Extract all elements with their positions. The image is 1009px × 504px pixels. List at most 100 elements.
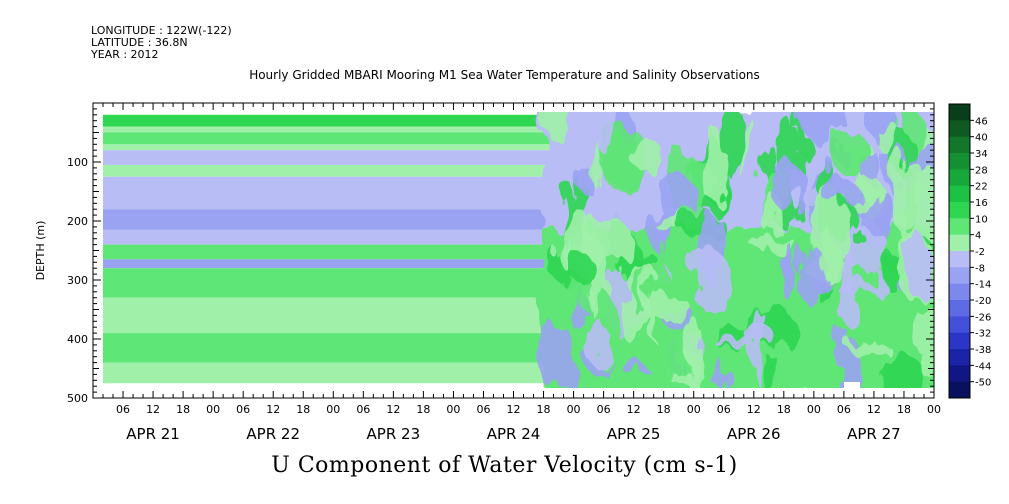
velocity-patch — [700, 126, 727, 202]
depth-band — [102, 164, 554, 177]
depth-band — [102, 150, 554, 165]
velocity-patch — [595, 116, 619, 155]
y-tick-label: 200 — [67, 215, 88, 228]
x-hour-label: 00 — [687, 403, 701, 416]
x-hour-label: 18 — [296, 403, 310, 416]
velocity-patch — [765, 353, 778, 390]
colorbar-label: 28 — [975, 165, 988, 176]
colorbar-swatch — [949, 169, 970, 187]
colorbar-swatch — [949, 218, 970, 236]
x-hour-label: 06 — [476, 403, 490, 416]
colorbar-swatch — [949, 316, 970, 334]
colorbar-swatch — [949, 104, 970, 121]
velocity-patch — [653, 317, 663, 346]
x-hour-label: 06 — [717, 403, 731, 416]
velocity-patch — [715, 360, 728, 390]
velocity-patch — [621, 288, 651, 348]
colorbar-swatch — [949, 349, 970, 366]
depth-band — [102, 259, 554, 269]
y-tick-label: 400 — [67, 333, 88, 346]
x-hour-label: 12 — [507, 403, 521, 416]
depth-band — [102, 114, 554, 127]
x-hour-label: 00 — [807, 403, 821, 416]
colorbar-label: -2 — [975, 247, 985, 258]
x-hour-label: 06 — [837, 403, 851, 416]
x-hour-label: 00 — [927, 403, 941, 416]
velocity-patch — [773, 160, 803, 213]
colorbar-label: -38 — [975, 345, 991, 356]
velocity-patch — [546, 112, 574, 144]
velocity-patch — [872, 268, 886, 298]
year-label: YEAR : 2012 — [91, 48, 159, 61]
velocity-patch — [622, 360, 646, 376]
velocity-patch — [653, 174, 696, 216]
velocity-patch — [604, 193, 644, 224]
velocity-patch — [631, 258, 640, 314]
colorbar-swatch — [949, 283, 970, 301]
velocity-patch — [847, 340, 890, 355]
velocity-patch — [537, 324, 577, 390]
colorbar-swatch — [949, 153, 970, 170]
plot-area — [102, 112, 934, 398]
colorbar-label: 34 — [975, 149, 988, 160]
y-axis-label: DEPTH (m) — [34, 221, 47, 281]
velocity-patch — [879, 121, 901, 158]
longitude-label: LONGITUDE : 122W(-122) — [91, 24, 232, 37]
data-gap — [844, 382, 860, 390]
x-day-label: APR 21 — [126, 425, 180, 443]
velocity-patch — [684, 318, 705, 390]
x-hour-label: 18 — [657, 403, 671, 416]
colorbar-label: -44 — [975, 361, 991, 372]
x-hour-label: 12 — [146, 403, 160, 416]
x-hour-label: 18 — [176, 403, 190, 416]
colorbar-label: -32 — [975, 329, 991, 340]
x-hour-label: 12 — [386, 403, 400, 416]
velocity-patch — [716, 339, 759, 352]
x-day-label: APR 24 — [487, 425, 541, 443]
x-hour-label: 00 — [206, 403, 220, 416]
colorbar-label: -20 — [975, 296, 991, 307]
colorbar-swatch — [949, 300, 970, 317]
velocity-patch — [892, 156, 924, 230]
x-hour-label: 18 — [416, 403, 430, 416]
x-day-label: APR 26 — [727, 425, 781, 443]
velocity-patch — [882, 253, 902, 292]
x-hour-label: 00 — [326, 403, 340, 416]
colorbar: 46 40 34 28 22 16 10 4 -2 -8 -14 -20 -26 -32 -38 -44 -50 — [948, 103, 991, 399]
chart-subtitle: U Component of Water Velocity (cm s-1) — [271, 453, 738, 478]
colorbar-label: 40 — [975, 133, 988, 144]
chart-title: Hourly Gridded MBARI Mooring M1 Sea Wate… — [249, 68, 760, 82]
velocity-patch — [724, 112, 741, 180]
colorbar-swatch — [949, 136, 970, 154]
velocity-patch — [585, 216, 630, 260]
velocity-patch-texture — [537, 112, 934, 390]
velocity-patch — [855, 232, 867, 248]
velocity-patch — [798, 184, 818, 202]
x-hour-label: 12 — [627, 403, 641, 416]
velocity-patch — [590, 138, 602, 189]
depth-band — [102, 144, 554, 151]
velocity-patch — [567, 254, 595, 281]
colorbar-label: -26 — [975, 312, 991, 323]
x-hour-label: 06 — [236, 403, 250, 416]
latitude-label: LATITUDE : 36.8N — [91, 36, 188, 49]
velocity-patch — [831, 129, 868, 175]
velocity-patch — [740, 112, 749, 180]
x-hour-label: 12 — [747, 403, 761, 416]
velocity-patch — [783, 243, 796, 283]
x-hour-label: 00 — [567, 403, 581, 416]
x-hour-label: 12 — [867, 403, 881, 416]
depth-band — [102, 244, 554, 260]
depth-band — [102, 132, 554, 145]
colorbar-label: 4 — [975, 231, 981, 242]
colorbar-label: 10 — [975, 214, 988, 225]
depth-band — [102, 333, 554, 363]
velocity-patch — [905, 113, 927, 152]
y-tick-label: 100 — [67, 156, 88, 169]
velocity-patch — [587, 318, 608, 368]
colorbar-swatch — [949, 251, 970, 268]
colorbar-label: 16 — [975, 198, 988, 209]
colorbar-swatch — [949, 365, 970, 383]
depth-band — [102, 209, 554, 230]
